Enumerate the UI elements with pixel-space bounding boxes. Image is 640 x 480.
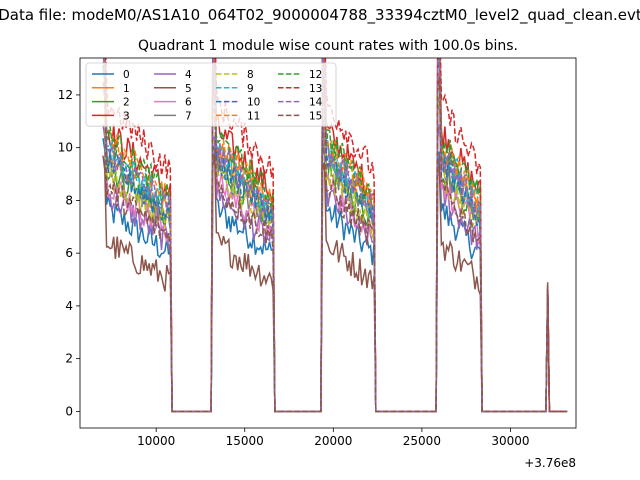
legend-box (85, 62, 337, 127)
y-tick-label: 8 (65, 193, 73, 207)
chart-title: Quadrant 1 module wise count rates with … (138, 38, 518, 54)
y-tick-label: 0 (65, 404, 73, 418)
x-tick-label: 25000 (403, 434, 441, 448)
y-tick-label: 12 (58, 88, 73, 102)
x-tick-label: 30000 (491, 434, 529, 448)
legend-label-4: 4 (185, 69, 192, 81)
legend-label-12: 12 (309, 69, 322, 81)
legend-label-14: 14 (309, 97, 323, 109)
plot-area (79, 57, 577, 429)
legend-label-1: 1 (123, 83, 130, 95)
legend-label-10: 10 (247, 97, 260, 109)
x-tick-label: 15000 (226, 434, 264, 448)
legend-label-11: 11 (247, 110, 260, 122)
legend-label-15: 15 (309, 110, 322, 122)
legend-label-2: 2 (123, 97, 130, 109)
y-tick-label: 6 (65, 246, 73, 260)
legend-label-8: 8 (247, 69, 254, 81)
x-tick-label: 20000 (314, 434, 352, 448)
y-tick-label: 10 (58, 141, 73, 155)
y-tick-label: 2 (65, 352, 73, 366)
legend-label-5: 5 (185, 83, 192, 95)
axes-frame (79, 57, 577, 429)
series-layer (102, 58, 568, 413)
x-tick-label: 10000 (137, 434, 175, 448)
y-tick-label: 4 (65, 299, 73, 313)
figure-suptitle: Data file: modeM0/AS1A10_064T02_90000047… (0, 6, 640, 25)
x-axis: 10000 15000 20000 25000 30000 (137, 428, 530, 448)
legend-label-9: 9 (247, 83, 254, 95)
series-line-15 (102, 77, 568, 413)
legend-label-7: 7 (185, 110, 192, 122)
x-offset-label: +3.76e8 (524, 456, 576, 470)
legend-label-3: 3 (123, 110, 130, 122)
legend-label-13: 13 (309, 83, 322, 95)
y-axis: 0 2 4 6 8 10 12 (58, 88, 80, 418)
legend-label-6: 6 (185, 97, 192, 109)
legend-label-0: 0 (123, 69, 130, 81)
